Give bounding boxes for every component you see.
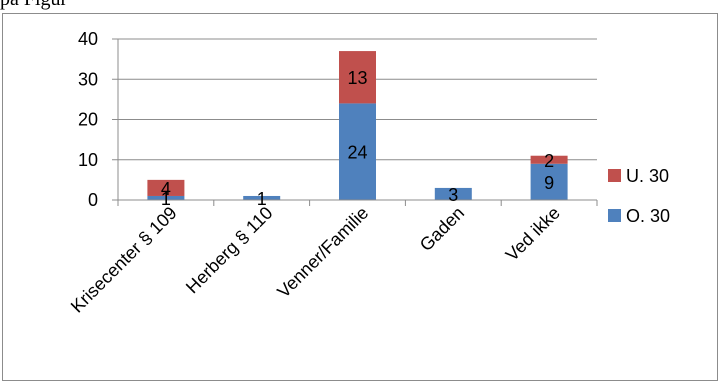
x-category-label: Herberg § 110 — [182, 203, 277, 298]
legend-swatch — [608, 169, 621, 182]
x-category-label: Gaden — [416, 203, 468, 255]
legend: U. 30 O. 30 — [608, 166, 670, 226]
data-label: 24 — [347, 143, 367, 163]
x-category-label: Krisecenter § 109 — [67, 203, 181, 317]
y-tick-label: 40 — [78, 29, 98, 49]
legend-label: U. 30 — [626, 166, 669, 186]
y-tick-label: 20 — [78, 110, 98, 130]
bar-segment-u30 — [530, 155, 568, 164]
data-label: 9 — [544, 173, 554, 193]
y-tick-label: 30 — [78, 69, 98, 89]
x-category-label: Ved ikke — [502, 203, 564, 265]
data-label: 1 — [161, 189, 171, 209]
bar-segment-o30 — [434, 187, 472, 200]
bar-segment-o30 — [147, 195, 185, 200]
bar-segment-o30 — [530, 163, 568, 200]
bars — [147, 51, 568, 200]
y-tick-label: 10 — [78, 150, 98, 170]
data-label: 13 — [347, 68, 367, 88]
legend-label: O. 30 — [626, 206, 670, 226]
page-top-text: på Figur — [0, 0, 67, 11]
bar-segment-o30 — [339, 103, 376, 200]
data-label: 2 — [544, 151, 554, 171]
bar-segment-o30 — [243, 195, 281, 200]
bar-segment-u30 — [339, 51, 376, 104]
data-label: 4 — [161, 179, 171, 199]
y-tick-label: 0 — [88, 190, 98, 210]
x-category-label: Venner/Familie — [273, 203, 372, 302]
bar-segment-u30 — [147, 179, 185, 196]
data-label: 3 — [448, 185, 458, 205]
data-label: 1 — [257, 189, 267, 209]
legend-swatch — [608, 209, 621, 222]
